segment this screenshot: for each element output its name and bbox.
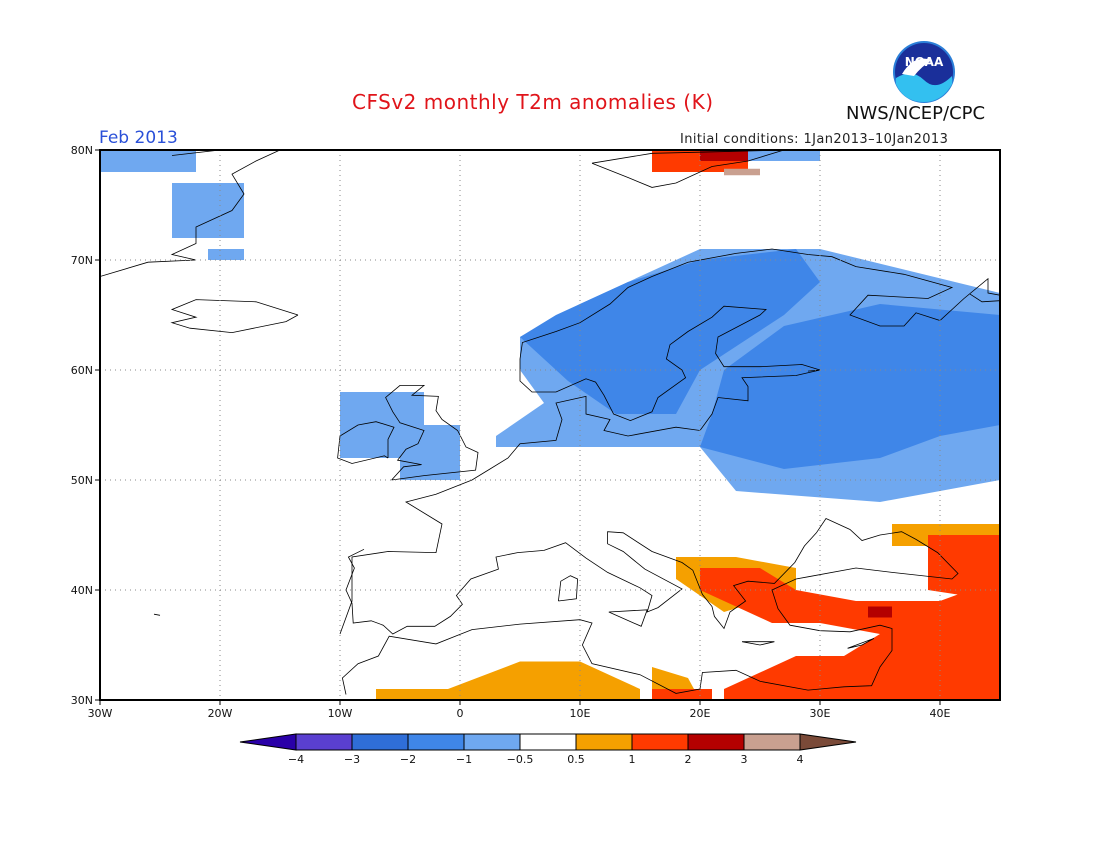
colorbar-swatch [463, 733, 521, 751]
organization-label: NWS/NCEP/CPC [846, 103, 986, 124]
axis-labels: 30W 20W 10W 0 10E 20E 30E 40E 30N 40N 50N 60N 70N 80N [71, 144, 951, 720]
colorbar-label: −1 [456, 753, 472, 766]
lon-tick-label: 30E [810, 707, 831, 720]
anomaly-region-9 [376, 661, 640, 700]
map-frame [99, 149, 1001, 701]
lat-tick-label: 80N [71, 144, 93, 157]
chart-title: CFSv2 monthly T2m anomalies (K) [352, 90, 714, 114]
anomaly-region-2 [208, 249, 244, 260]
colorbar-swatch [239, 733, 297, 751]
colorbar-label: 3 [741, 753, 748, 766]
graticule [100, 150, 1000, 700]
colorbar-swatch [743, 733, 801, 751]
colorbar-label: −2 [400, 753, 416, 766]
noaa-logo-icon: NOAA [893, 41, 955, 103]
colorbar-label: 1 [629, 753, 636, 766]
colorbar-legend: −4 −3 −2 −1 −0.5 0.5 1 2 3 4 [239, 733, 857, 766]
lon-tick-label: 30W [88, 707, 113, 720]
lon-tick-label: 40E [930, 707, 951, 720]
anomaly-region-7 [700, 304, 1000, 469]
anomaly-region-17 [700, 150, 748, 161]
lon-tick-label: 20W [208, 707, 233, 720]
coastlines [100, 150, 1000, 695]
colorbar-swatch [351, 733, 409, 751]
colorbar-swatch [575, 733, 633, 751]
lat-tick-label: 50N [71, 474, 93, 487]
colorbar-swatch [407, 733, 465, 751]
colorbar-label: −3 [344, 753, 360, 766]
lon-tick-label: 10E [570, 707, 591, 720]
lat-tick-label: 30N [71, 694, 93, 707]
anomaly-region-4 [400, 425, 460, 480]
colorbar-label: −0.5 [507, 753, 534, 766]
forecast-period: Feb 2013 [99, 128, 178, 148]
anomaly-shading [100, 150, 1000, 700]
lat-tick-label: 60N [71, 364, 93, 377]
anomaly-region-19 [724, 168, 760, 176]
lon-tick-label: 0 [457, 707, 464, 720]
anomaly-region-0 [100, 150, 196, 172]
anomaly-region-6 [520, 249, 820, 414]
anomaly-region-14 [928, 535, 1000, 601]
logo-text: NOAA [905, 55, 944, 69]
colorbar-label: 2 [685, 753, 692, 766]
colorbar-swatch [295, 733, 353, 751]
anomaly-region-13 [700, 568, 1000, 700]
lat-tick-label: 70N [71, 254, 93, 267]
colorbar-label: 0.5 [567, 753, 585, 766]
colorbar-swatch [631, 733, 689, 751]
initial-conditions: Initial conditions: 1Jan2013–10Jan2013 [680, 132, 949, 147]
colorbar-swatch [687, 733, 745, 751]
colorbar-label: −4 [288, 753, 304, 766]
colorbar-label: 4 [797, 753, 804, 766]
anomaly-region-15 [652, 689, 712, 700]
lon-tick-label: 10W [328, 707, 353, 720]
lon-tick-label: 20E [690, 707, 711, 720]
colorbar-swatch [519, 733, 577, 751]
anomaly-region-18 [868, 606, 892, 618]
anomaly-region-1 [172, 183, 244, 238]
colorbar-swatch [799, 733, 857, 751]
lat-tick-label: 40N [71, 584, 93, 597]
